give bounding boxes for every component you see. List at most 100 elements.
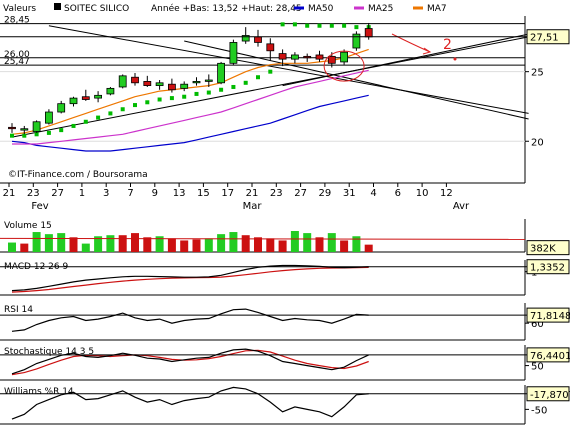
level-label-0: 28,45 xyxy=(4,16,30,26)
stock-marker-icon xyxy=(54,3,61,10)
volume-bar-6 xyxy=(81,243,90,252)
candle-body-3 xyxy=(45,111,53,124)
stochastic-k-line xyxy=(11,348,369,375)
volume-panel: Volume 15 382K xyxy=(0,219,570,256)
y-tick-label-0: 20 xyxy=(531,137,544,148)
volume-bar-2 xyxy=(32,232,41,252)
williams-tick-label: -50 xyxy=(531,405,547,416)
year-range: Année +Bas: 13,52 +Haut: 28,45 xyxy=(151,3,302,14)
volume-bar-26 xyxy=(327,233,336,252)
volume-title: Volume 15 xyxy=(4,221,52,231)
rsi-value-label: 71,8148 xyxy=(530,311,570,322)
candle-body-18 xyxy=(229,42,238,64)
psar-dot-11 xyxy=(145,100,150,105)
trendline-up-1 xyxy=(11,36,529,138)
candle-body-16 xyxy=(204,79,213,82)
candle-body-28 xyxy=(352,33,361,49)
x-tick-label-2: 27 xyxy=(51,188,64,199)
x-tick-label-8: 15 xyxy=(197,188,210,199)
volume-bar-11 xyxy=(143,237,152,252)
psar-dot-28 xyxy=(354,25,359,30)
last-value-label: 27,51 xyxy=(530,33,559,44)
legend-label-ma7: MA7 xyxy=(427,4,447,14)
psar-dot-5 xyxy=(71,123,76,128)
volume-bar-18 xyxy=(229,232,238,252)
volume-bar-21 xyxy=(266,238,275,252)
psar-dot-19 xyxy=(243,80,248,85)
rsi-value-bg xyxy=(526,307,570,323)
williams-title: Williams %R 14 xyxy=(4,387,74,397)
annotation-arrow xyxy=(391,33,431,53)
volume-bar-13 xyxy=(167,238,176,252)
psar-dot-9 xyxy=(120,107,125,112)
main-grid xyxy=(0,71,525,142)
candle-body-20 xyxy=(254,36,262,43)
volume-bar-20 xyxy=(254,237,262,252)
x-tick-label-6: 9 xyxy=(152,188,158,199)
psar-dot-10 xyxy=(133,103,137,108)
volume-bar-5 xyxy=(69,237,78,252)
candle-body-10 xyxy=(131,76,139,84)
volume-bar-14 xyxy=(180,240,189,252)
psar-dot-6 xyxy=(83,119,88,124)
psar-dot-15 xyxy=(194,91,199,96)
annotation-arrowhead xyxy=(422,47,432,55)
x-tick-label-11: 23 xyxy=(270,188,283,199)
psar-dot-3 xyxy=(46,130,51,135)
last-value-box: 27,51 xyxy=(0,29,570,45)
ma7-line xyxy=(11,48,369,135)
psar-dot-26 xyxy=(329,23,334,28)
volume-ma-line xyxy=(0,237,526,240)
x-tick-label-15: 4 xyxy=(370,188,376,199)
psar-dot-0 xyxy=(10,133,14,138)
candle-body-12 xyxy=(155,82,164,86)
x-tick-label-0: 21 xyxy=(3,188,16,199)
ma50-line xyxy=(11,94,369,152)
psar-dot-17 xyxy=(219,87,224,92)
x-tick-label-14: 31 xyxy=(343,188,356,199)
volume-bar-23 xyxy=(290,231,299,252)
macd-line xyxy=(11,264,369,292)
level-label-1: 26,00 xyxy=(4,50,30,60)
candle-body-5 xyxy=(69,97,78,105)
stochastic-value-bg xyxy=(526,347,570,363)
candle-body-17 xyxy=(217,62,226,84)
volume-bar-24 xyxy=(303,233,312,252)
ma-legend: MA50 MA25 MA7 xyxy=(294,4,447,14)
last-value-bg xyxy=(526,29,570,45)
volume-bar-4 xyxy=(57,233,66,252)
x-tick-label-17: 10 xyxy=(416,188,429,199)
stochastic-d-line xyxy=(11,349,369,376)
psar-dot-7 xyxy=(96,115,101,120)
rsi-line xyxy=(11,308,369,332)
candle-body-25 xyxy=(315,54,324,60)
psar-dots xyxy=(10,22,371,138)
volume-bar-19 xyxy=(241,235,250,252)
x-tick-label-12: 27 xyxy=(294,188,307,199)
annotation-text: 2 xyxy=(443,37,452,53)
trendline-down-1 xyxy=(48,25,529,114)
volume-bar-7 xyxy=(94,236,103,252)
williams-value-label: -17,8707 xyxy=(530,390,570,401)
volume-value-label: 382K xyxy=(530,244,556,255)
volume-bar-15 xyxy=(192,239,201,252)
candle-body-4 xyxy=(57,103,66,113)
level-label-2: 25,47 xyxy=(4,57,30,67)
volume-bar-29 xyxy=(364,244,373,252)
x-tick-label-18: 12 xyxy=(440,188,453,199)
month-label-1: Mar xyxy=(243,201,263,212)
x-tick-label-10: 21 xyxy=(246,188,259,199)
candle-body-1 xyxy=(20,128,29,131)
williams-line xyxy=(11,386,369,420)
indicator-panels: Volume 15 382K MACD 12 26 911,3352 RSI 14 60… xyxy=(0,219,570,425)
psar-dot-16 xyxy=(206,90,211,95)
psar-dot-27 xyxy=(342,23,347,28)
volume-bar-10 xyxy=(131,233,139,252)
candle-body-11 xyxy=(143,81,152,86)
candle-body-22 xyxy=(278,53,287,60)
trendlines xyxy=(11,25,529,138)
